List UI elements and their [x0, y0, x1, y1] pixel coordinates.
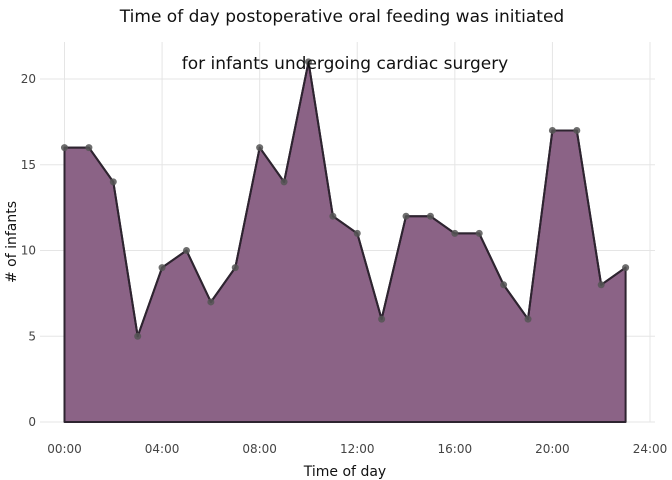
y-tick-label: 20: [21, 72, 36, 86]
data-point: [109, 178, 117, 186]
data-point: [304, 58, 312, 66]
y-tick-label: 15: [21, 158, 36, 172]
data-point: [85, 144, 93, 152]
x-tick-labels: 00:00 04:00 08:00 12:00 16:00 20:00 24:00: [47, 442, 667, 456]
data-point: [622, 264, 630, 272]
data-point: [207, 298, 215, 306]
data-point: [597, 281, 605, 289]
data-point: [548, 126, 556, 134]
x-tick-label: 04:00: [145, 442, 180, 456]
y-tick-labels: 0 5 10 15 20: [21, 72, 36, 429]
data-point: [426, 212, 434, 220]
y-tick-label: 10: [21, 244, 36, 258]
x-tick-label: 08:00: [242, 442, 277, 456]
x-tick-label: 00:00: [47, 442, 82, 456]
data-point: [280, 178, 288, 186]
y-tick-label: 0: [28, 415, 36, 429]
data-point: [353, 229, 361, 237]
data-point: [158, 264, 166, 272]
data-point: [134, 332, 142, 340]
data-point: [573, 126, 581, 134]
data-markers: [61, 58, 630, 340]
data-point: [378, 315, 386, 323]
data-point: [61, 144, 68, 152]
data-point: [402, 212, 410, 220]
data-point: [231, 264, 239, 272]
x-tick-label: 20:00: [535, 442, 570, 456]
data-point: [475, 229, 483, 237]
x-tick-label: 24:00: [633, 442, 668, 456]
y-axis-label: # of infants: [4, 201, 20, 283]
chart-title-line1: Time of day postoperative oral feeding w…: [119, 7, 564, 27]
data-point: [524, 315, 532, 323]
data-point: [451, 229, 459, 237]
area-fill: [63, 60, 627, 423]
chart-title-line2: for infants undergoing cardiac surgery: [182, 54, 509, 74]
data-point: [329, 212, 337, 220]
data-point: [256, 144, 264, 152]
data-point: [182, 247, 190, 254]
series-line: [64, 60, 627, 338]
x-axis-label: Time of day: [303, 464, 386, 480]
y-tick-label: 5: [28, 329, 36, 343]
x-tick-label: 16:00: [438, 442, 473, 456]
x-tick-label: 12:00: [340, 442, 375, 456]
data-point: [500, 281, 508, 289]
